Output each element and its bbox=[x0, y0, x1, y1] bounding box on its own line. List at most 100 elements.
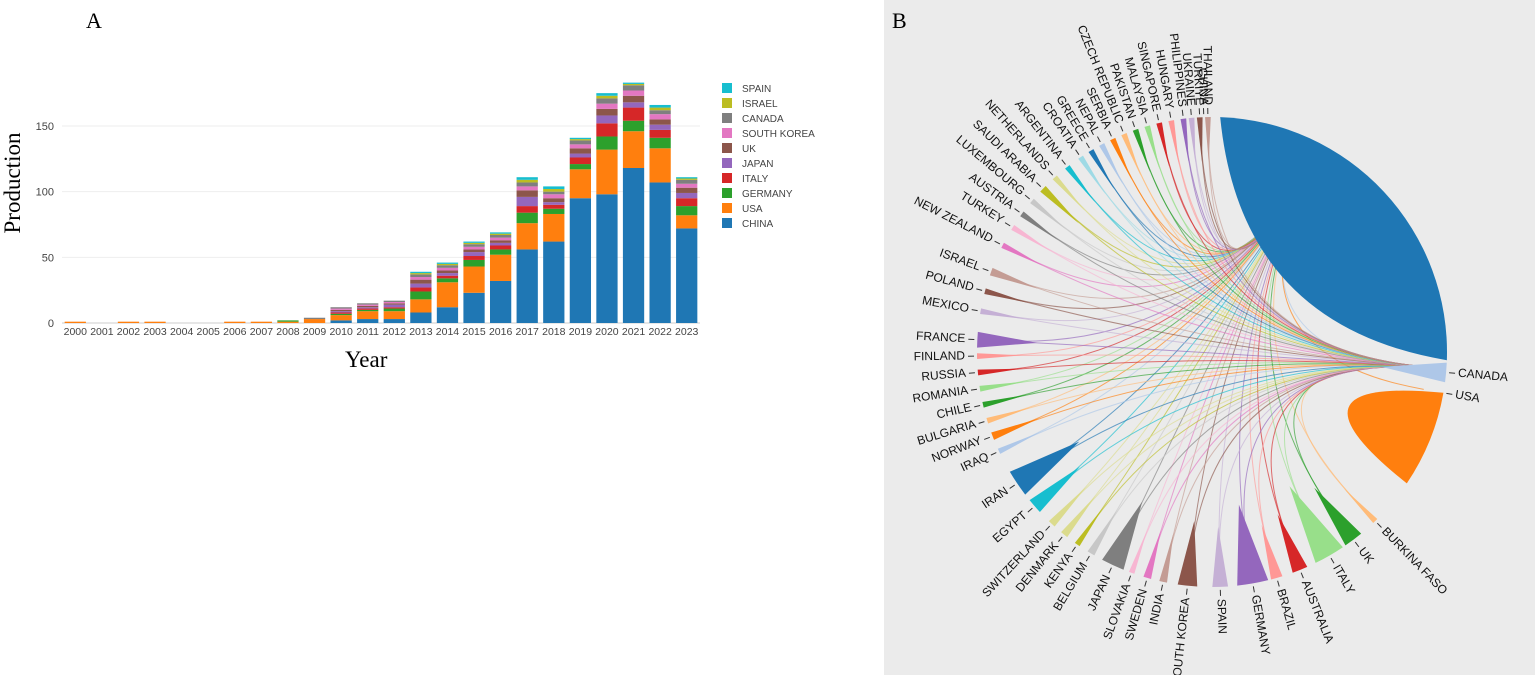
label-tick bbox=[1300, 572, 1304, 579]
label-tick bbox=[1071, 546, 1076, 553]
bar-south-korea-2017 bbox=[516, 186, 538, 191]
label-tick bbox=[1277, 580, 1280, 587]
label-tick bbox=[1085, 142, 1090, 149]
x-tick-label: 2002 bbox=[117, 326, 141, 338]
sector-luxembourg bbox=[1030, 198, 1067, 230]
sector-slovakia bbox=[1128, 530, 1148, 574]
bar-germany-2019 bbox=[569, 164, 592, 170]
country-label: INDIA bbox=[1146, 592, 1166, 626]
sector-thailand bbox=[1205, 117, 1211, 163]
sector-norway bbox=[991, 418, 1040, 440]
bar-canada-2016 bbox=[489, 234, 512, 238]
bar-israel-2019 bbox=[569, 139, 592, 141]
label-tick bbox=[1009, 484, 1015, 489]
bar-israel-2021 bbox=[622, 83, 645, 86]
label-tick bbox=[1128, 575, 1132, 582]
x-tick-label: 2014 bbox=[436, 326, 460, 338]
label-tick bbox=[1160, 584, 1164, 591]
sector-croatia bbox=[1078, 155, 1106, 195]
legend-swatch-canada bbox=[722, 113, 732, 123]
bar-germany-2008 bbox=[277, 320, 299, 322]
label-tick bbox=[1144, 117, 1147, 124]
bar-south-korea-2021 bbox=[622, 90, 645, 96]
panel-b-label: B bbox=[892, 8, 907, 33]
legend-swatch-germany bbox=[722, 188, 732, 198]
x-tick-label: 2019 bbox=[569, 326, 593, 338]
country-label: GERMANY bbox=[1249, 594, 1273, 656]
legend-label: SOUTH KOREA bbox=[742, 129, 815, 140]
y-tick-label: 50 bbox=[42, 252, 54, 264]
x-tick-label: 2006 bbox=[223, 326, 247, 338]
bar-japan-2011 bbox=[357, 307, 379, 309]
chord-diagram: CHINA CANADA USA BURKINA FASOUKITALYAUSTRAL… bbox=[911, 23, 1508, 675]
x-tick-label: 2009 bbox=[303, 326, 327, 338]
bar-canada-2022 bbox=[649, 110, 671, 115]
bar-canada-2023 bbox=[676, 179, 698, 184]
sector-poland bbox=[984, 288, 1029, 303]
x-tick-label: 2015 bbox=[462, 326, 486, 338]
sector-czech-republic bbox=[1121, 133, 1141, 176]
sector-turkey bbox=[1011, 225, 1051, 252]
sector-india bbox=[1159, 532, 1174, 583]
bar-usa-2009 bbox=[303, 319, 326, 323]
legend-label: ITALY bbox=[742, 174, 769, 185]
bar-usa-2014 bbox=[436, 282, 459, 308]
x-tick-label: 2003 bbox=[143, 326, 167, 338]
bar-china-2011 bbox=[357, 319, 379, 323]
country-label: BURKINA FASO bbox=[1379, 524, 1450, 597]
bar-japan-2019 bbox=[569, 153, 592, 158]
bar-uk-2017 bbox=[516, 190, 538, 197]
legend-label: CANADA bbox=[742, 114, 784, 125]
label-tick bbox=[1058, 536, 1063, 542]
x-tick-label: 2016 bbox=[489, 326, 513, 338]
sector-nepal bbox=[1099, 143, 1123, 185]
bar-japan-2016 bbox=[489, 242, 512, 246]
bar-israel-2013 bbox=[410, 273, 432, 275]
sector-romania bbox=[979, 381, 1025, 392]
bar-spain-2019 bbox=[569, 137, 592, 140]
label-tick bbox=[1108, 567, 1112, 574]
bar-italy-2017 bbox=[516, 206, 538, 213]
sector-australia bbox=[1277, 514, 1308, 573]
sector-japan bbox=[1102, 501, 1143, 570]
bar-south-korea-2011 bbox=[357, 304, 379, 306]
country-label: CHINA bbox=[1196, 68, 1211, 106]
label-tick bbox=[1190, 108, 1192, 115]
bar-south-korea-2016 bbox=[489, 237, 512, 241]
bar-japan-2017 bbox=[516, 196, 538, 207]
bar-spain-2015 bbox=[463, 241, 485, 243]
bar-germany-2014 bbox=[436, 278, 459, 283]
bar-china-2020 bbox=[596, 194, 618, 323]
country-label: SOUTH KOREA bbox=[1169, 597, 1192, 675]
bar-uk-2015 bbox=[463, 249, 485, 253]
label-tick bbox=[1449, 372, 1456, 374]
label-tick bbox=[984, 436, 990, 440]
legend-label: CHINA bbox=[742, 219, 773, 230]
label-tick bbox=[1185, 588, 1188, 595]
bar-usa-2008 bbox=[277, 321, 299, 323]
bar-italy-2019 bbox=[569, 157, 592, 165]
bar-china-2015 bbox=[463, 292, 485, 323]
x-tick-label: 2020 bbox=[595, 326, 619, 338]
legend-swatch-israel bbox=[722, 98, 732, 108]
x-axis-title: Year bbox=[345, 347, 388, 372]
sector-hungary bbox=[1168, 120, 1180, 165]
bar-japan-2013 bbox=[410, 283, 432, 288]
label-tick bbox=[1045, 525, 1051, 531]
bar-china-2022 bbox=[649, 182, 671, 323]
legend-swatch-uk bbox=[722, 143, 732, 153]
x-tick-label: 2011 bbox=[356, 326, 379, 338]
country-label: SPAIN bbox=[1214, 599, 1229, 635]
label-tick bbox=[974, 405, 981, 408]
bar-spain-2017 bbox=[516, 177, 538, 180]
x-tick-label: 2007 bbox=[250, 326, 274, 338]
bar-israel-2015 bbox=[463, 242, 485, 245]
sector-switzerland bbox=[1048, 487, 1086, 527]
label-tick bbox=[978, 421, 985, 424]
sector-usa bbox=[1347, 390, 1444, 484]
legend-label: ISRAEL bbox=[742, 99, 778, 110]
x-tick-label: 2010 bbox=[329, 326, 353, 338]
country-label: EGYPT bbox=[990, 508, 1030, 546]
bar-germany-2023 bbox=[676, 206, 698, 216]
bar-south-korea-2014 bbox=[436, 267, 459, 271]
